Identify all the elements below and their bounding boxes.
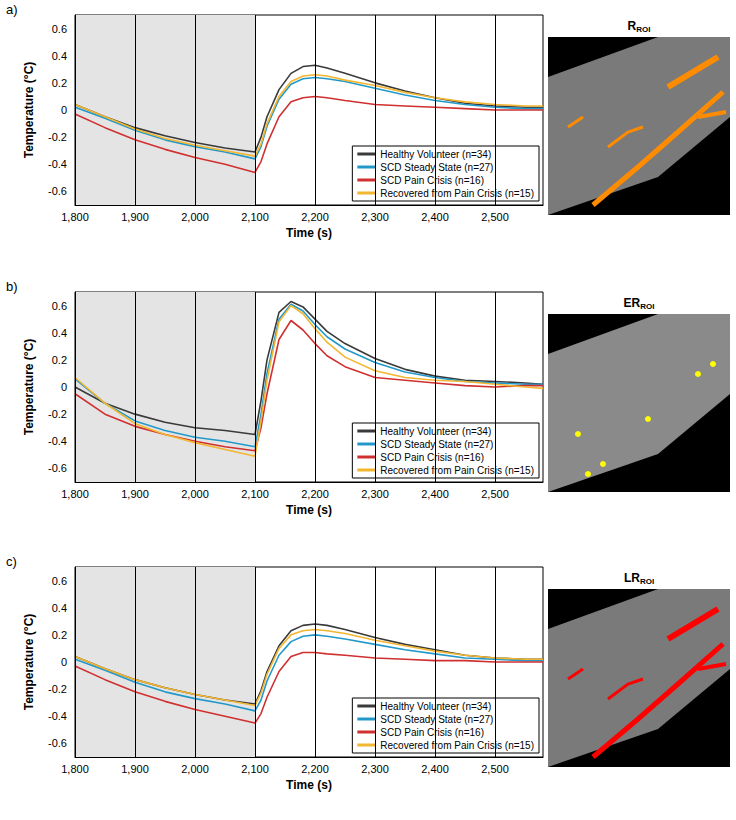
svg-text:2,100: 2,100 (241, 488, 269, 500)
svg-text:a): a) (6, 2, 18, 17)
svg-text:ROI: ROI (640, 302, 654, 311)
svg-text:2,400: 2,400 (421, 763, 449, 775)
svg-text:0: 0 (61, 104, 67, 116)
svg-text:ER: ER (624, 296, 641, 310)
svg-text:1,900: 1,900 (121, 763, 149, 775)
svg-text:Recovered from Pain Crisis (n=: Recovered from Pain Crisis (n=15) (380, 740, 534, 751)
svg-text:2,500: 2,500 (481, 488, 509, 500)
svg-text:c): c) (6, 554, 17, 569)
svg-text:SCD Steady State (n=27): SCD Steady State (n=27) (380, 439, 493, 450)
svg-text:1,800: 1,800 (61, 211, 89, 223)
svg-text:2,100: 2,100 (241, 211, 269, 223)
svg-text:Healthy Volunteer (n=34): Healthy Volunteer (n=34) (380, 148, 492, 160)
svg-text:SCD Pain Crisis (n=16): SCD Pain Crisis (n=16) (380, 452, 484, 463)
svg-text:SCD Steady State (n=27): SCD Steady State (n=27) (380, 714, 493, 725)
svg-text:SCD Pain Crisis (n=16): SCD Pain Crisis (n=16) (380, 727, 484, 738)
svg-text:2,200: 2,200 (301, 763, 329, 775)
svg-text:2,000: 2,000 (181, 211, 209, 223)
svg-text:2,200: 2,200 (301, 488, 329, 500)
svg-text:2,500: 2,500 (481, 763, 509, 775)
svg-text:0.6: 0.6 (52, 23, 67, 35)
svg-text:ROI: ROI (640, 577, 654, 586)
svg-text:Time (s): Time (s) (286, 503, 332, 517)
svg-text:-0.6: -0.6 (48, 737, 67, 749)
svg-text:0.6: 0.6 (52, 575, 67, 587)
svg-text:Recovered from Pain Crisis (n=: Recovered from Pain Crisis (n=15) (380, 465, 534, 476)
svg-text:2,300: 2,300 (361, 488, 389, 500)
svg-text:0: 0 (61, 381, 67, 393)
svg-text:-0.4: -0.4 (48, 158, 67, 170)
svg-text:b): b) (6, 279, 18, 294)
svg-text:0.2: 0.2 (52, 77, 67, 89)
svg-text:SCD Steady State (n=27): SCD Steady State (n=27) (380, 162, 493, 173)
svg-text:Time (s): Time (s) (286, 226, 332, 240)
svg-text:1,900: 1,900 (121, 211, 149, 223)
svg-text:1,800: 1,800 (61, 763, 89, 775)
svg-text:0.2: 0.2 (52, 354, 67, 366)
svg-text:-0.6: -0.6 (48, 185, 67, 197)
svg-text:0.6: 0.6 (52, 300, 67, 312)
svg-text:2,100: 2,100 (241, 763, 269, 775)
svg-text:0: 0 (61, 656, 67, 668)
svg-text:2,200: 2,200 (301, 211, 329, 223)
svg-text:R: R (628, 19, 637, 33)
svg-text:0.2: 0.2 (52, 629, 67, 641)
svg-text:2,000: 2,000 (181, 488, 209, 500)
svg-text:Recovered from Pain Crisis (n=: Recovered from Pain Crisis (n=15) (380, 188, 534, 199)
svg-text:-0.2: -0.2 (48, 131, 67, 143)
svg-text:-0.2: -0.2 (48, 683, 67, 695)
svg-text:Time (s): Time (s) (286, 778, 332, 792)
svg-text:ROI: ROI (636, 25, 650, 34)
svg-text:2,500: 2,500 (481, 211, 509, 223)
svg-text:1,900: 1,900 (121, 488, 149, 500)
svg-text:-0.6: -0.6 (48, 462, 67, 474)
svg-text:Healthy Volunteer (n=34): Healthy Volunteer (n=34) (380, 425, 492, 437)
svg-text:0.4: 0.4 (52, 602, 67, 614)
svg-text:2,400: 2,400 (421, 211, 449, 223)
svg-text:-0.2: -0.2 (48, 408, 67, 420)
svg-text:Temperature (°C): Temperature (°C) (22, 339, 36, 436)
svg-text:SCD Pain Crisis (n=16): SCD Pain Crisis (n=16) (380, 175, 484, 186)
svg-text:2,300: 2,300 (361, 763, 389, 775)
svg-text:Temperature (°C): Temperature (°C) (22, 614, 36, 711)
svg-text:2,000: 2,000 (181, 763, 209, 775)
svg-text:Healthy Volunteer (n=34): Healthy Volunteer (n=34) (380, 700, 492, 712)
svg-text:0.4: 0.4 (52, 50, 67, 62)
svg-text:2,300: 2,300 (361, 211, 389, 223)
svg-text:0.4: 0.4 (52, 327, 67, 339)
svg-text:Temperature (°C): Temperature (°C) (22, 62, 36, 159)
svg-text:1,800: 1,800 (61, 488, 89, 500)
svg-text:LR: LR (624, 571, 640, 585)
svg-text:-0.4: -0.4 (48, 710, 67, 722)
svg-text:-0.4: -0.4 (48, 435, 67, 447)
svg-text:2,400: 2,400 (421, 488, 449, 500)
